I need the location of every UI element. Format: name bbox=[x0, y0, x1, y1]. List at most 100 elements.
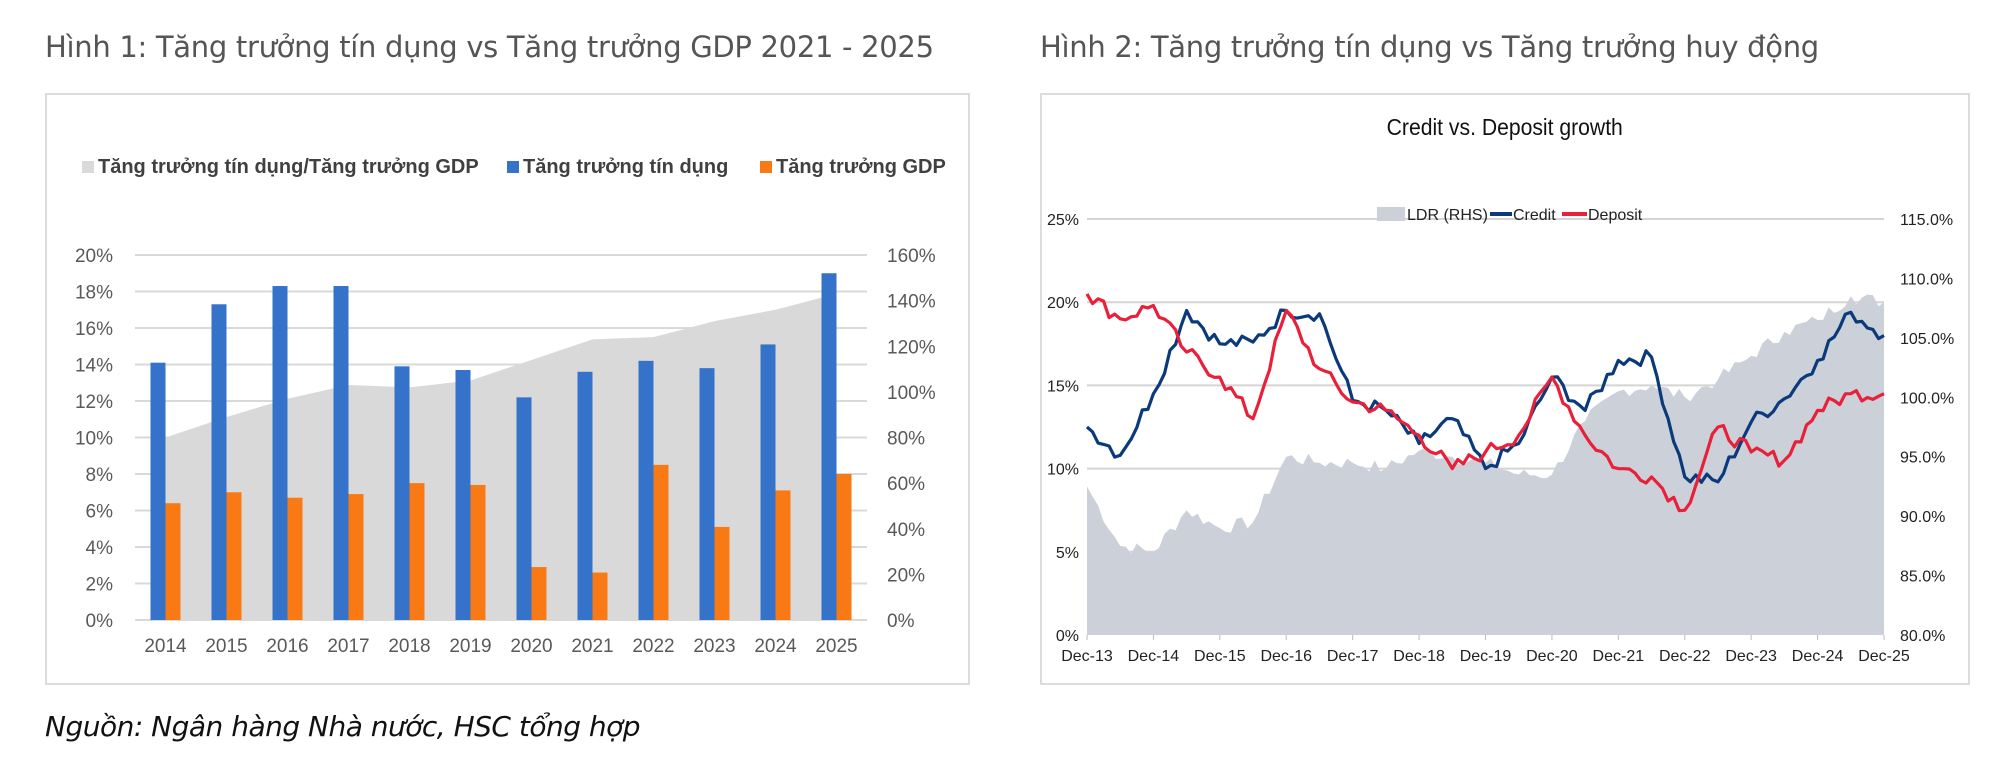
bar-series bbox=[150, 273, 852, 620]
legend-label: Tăng trưởng tín dụng bbox=[523, 156, 728, 178]
x-tick-label: 2025 bbox=[815, 636, 857, 657]
deposit-line bbox=[1085, 293, 1885, 513]
legend-label: Credit bbox=[1513, 207, 1556, 224]
legend-label: Tăng trưởng GDP bbox=[776, 156, 946, 178]
y-tick-label: 25% bbox=[1047, 212, 1079, 229]
y-tick-label: 0% bbox=[1056, 628, 1079, 645]
y2-tick-label: 80% bbox=[887, 429, 925, 450]
gdp-growth-bar bbox=[287, 497, 303, 620]
chart-legend: Tăng trưởng tín dụng/Tăng trưởng GDP Tăng… bbox=[82, 156, 946, 178]
y-tick-label: 12% bbox=[75, 392, 113, 413]
y2-tick-label: 0% bbox=[887, 611, 915, 632]
x-tick-label: 2018 bbox=[388, 636, 430, 657]
source-note: Nguồn: Ngân hàng Nhà nước, HSC tổng hợp bbox=[45, 710, 641, 743]
y-tick-label: 8% bbox=[86, 465, 114, 486]
x-tick-label: 2024 bbox=[754, 636, 797, 657]
chart-legend: LDR (RHS) Credit Deposit bbox=[1377, 207, 1643, 224]
x-tick-label: Dec-22 bbox=[1659, 648, 1711, 665]
y2-tick-label: 80.0% bbox=[1900, 628, 1945, 645]
x-tick-label: 2022 bbox=[632, 636, 674, 657]
x-tick-label: 2017 bbox=[327, 636, 369, 657]
y-tick-label: 18% bbox=[75, 283, 113, 304]
x-tick-label: 2023 bbox=[693, 636, 735, 657]
y2-tick-label: 20% bbox=[887, 565, 925, 586]
y2-tick-label: 90.0% bbox=[1900, 509, 1945, 526]
gdp-growth-bar bbox=[470, 484, 486, 620]
x-tick-label: Dec-17 bbox=[1327, 648, 1379, 665]
y-tick-label: 20% bbox=[75, 246, 113, 267]
chart-title: Credit vs. Deposit growth bbox=[1387, 114, 1623, 140]
credit-growth-bar bbox=[333, 286, 349, 620]
legend-swatch bbox=[760, 161, 772, 173]
gdp-growth-bar bbox=[348, 494, 364, 620]
y-tick-label: 15% bbox=[1047, 378, 1079, 395]
y-tick-label: 10% bbox=[1047, 462, 1079, 479]
y-tick-label: 2% bbox=[86, 575, 114, 596]
y2-tick-label: 100.0% bbox=[1900, 390, 1954, 407]
credit-growth-bar bbox=[577, 371, 593, 620]
ratio-area bbox=[165, 293, 837, 620]
x-tick-label: Dec-15 bbox=[1194, 648, 1246, 665]
x-tick-label: 2019 bbox=[449, 636, 491, 657]
x-tick-label: Dec-24 bbox=[1792, 648, 1844, 665]
gdp-growth-bar bbox=[592, 572, 608, 620]
left-y-axis: 0% 5% 10% 15% 20% 25% bbox=[1047, 212, 1079, 645]
x-tick-label: Dec-25 bbox=[1858, 648, 1910, 665]
y2-tick-label: 40% bbox=[887, 520, 925, 541]
x-tick-label: Dec-21 bbox=[1593, 648, 1645, 665]
x-tick-label: 2014 bbox=[144, 636, 187, 657]
gdp-growth-bar bbox=[226, 492, 242, 620]
x-tick-label: Dec-13 bbox=[1061, 648, 1113, 665]
x-tick-label: 2016 bbox=[266, 636, 308, 657]
y2-tick-label: 140% bbox=[887, 292, 936, 313]
y2-tick-label: 105.0% bbox=[1900, 331, 1954, 348]
y-tick-label: 4% bbox=[86, 538, 114, 559]
x-tick-label: 2021 bbox=[571, 636, 613, 657]
legend-swatch bbox=[1377, 207, 1405, 221]
y-tick-label: 10% bbox=[75, 429, 113, 450]
y2-tick-label: 115.0% bbox=[1900, 212, 1953, 229]
credit-growth-bar bbox=[821, 273, 837, 620]
y-tick-label: 20% bbox=[1047, 295, 1079, 312]
gdp-growth-bar bbox=[165, 503, 181, 620]
legend-swatch bbox=[507, 161, 519, 173]
gdp-growth-bar bbox=[653, 464, 669, 620]
y2-tick-label: 85.0% bbox=[1900, 569, 1945, 586]
x-axis: 2014 2015 2016 2017 2018 2019 2020 2021 2022 2023… bbox=[144, 636, 857, 657]
y2-tick-label: 110.0% bbox=[1900, 271, 1953, 288]
x-tick-label: Dec-16 bbox=[1260, 648, 1312, 665]
credit-growth-bar bbox=[516, 397, 532, 620]
y-tick-label: 5% bbox=[1056, 545, 1079, 562]
left-y-axis: 0% 2% 4% 6% 8% 10% 12% 14% 16% 18% 20% bbox=[75, 246, 113, 632]
x-tick-label: 2020 bbox=[510, 636, 552, 657]
legend-label: Tăng trưởng tín dụng/Tăng trưởng GDP bbox=[98, 156, 479, 178]
figure-2-title: Hình 2: Tăng trưởng tín dụng vs Tăng trư… bbox=[1040, 30, 1819, 64]
credit-growth-bar bbox=[394, 366, 410, 620]
figure-1-title: Hình 1: Tăng trưởng tín dụng vs Tăng trư… bbox=[45, 30, 934, 64]
y2-tick-label: 60% bbox=[887, 474, 925, 495]
gdp-growth-bar bbox=[531, 567, 547, 620]
y2-tick-label: 100% bbox=[887, 383, 936, 404]
right-y-axis: 80.0% 85.0% 90.0% 95.0% 100.0% 105.0% 110.0% 11… bbox=[1900, 212, 1954, 645]
y2-tick-label: 95.0% bbox=[1900, 450, 1945, 467]
y-tick-label: 16% bbox=[75, 319, 113, 340]
legend-label: Deposit bbox=[1588, 207, 1643, 224]
gdp-growth-bar bbox=[836, 474, 852, 620]
x-tick-label: 2015 bbox=[205, 636, 247, 657]
y-tick-label: 0% bbox=[86, 611, 114, 632]
y2-tick-label: 120% bbox=[887, 337, 936, 358]
x-tick-label: Dec-19 bbox=[1460, 648, 1512, 665]
x-tick-label: Dec-14 bbox=[1128, 648, 1180, 665]
credit-growth-bar bbox=[272, 286, 288, 620]
credit-growth-bar bbox=[638, 360, 654, 620]
line-series bbox=[1085, 293, 1885, 513]
legend-swatch bbox=[82, 161, 94, 173]
y2-tick-label: 160% bbox=[887, 246, 936, 267]
credit-gdp-bar-chart: Tăng trưởng tín dụng/Tăng trưởng GDP Tăng… bbox=[75, 156, 946, 657]
gdp-growth-bar bbox=[714, 526, 730, 620]
y-tick-label: 14% bbox=[75, 356, 113, 377]
credit-deposit-line-chart: Credit vs. Deposit growth LDR (RHS) Credi… bbox=[1047, 114, 1954, 665]
x-axis: Dec-13 Dec-14 Dec-15 Dec-16 Dec-17 Dec-18 Dec-… bbox=[1061, 635, 1910, 665]
figure-1-panel: Tăng trưởng tín dụng/Tăng trưởng GDP Tăng… bbox=[45, 93, 970, 685]
gdp-growth-bar bbox=[775, 490, 791, 620]
